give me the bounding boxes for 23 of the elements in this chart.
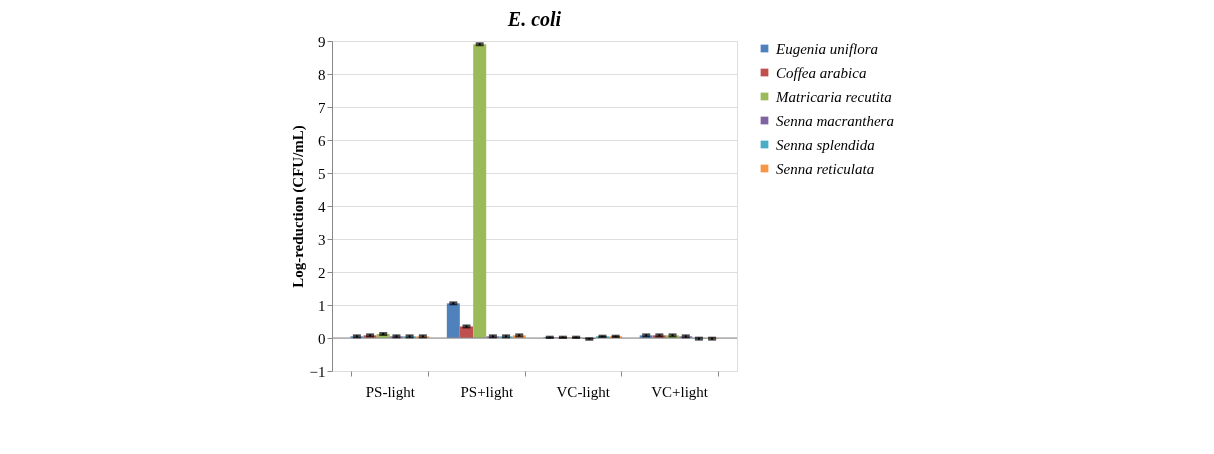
x-tick-label: VC-light (556, 383, 611, 400)
legend-label: Senna reticulata (776, 160, 875, 177)
x-tick-label: PS+light (460, 383, 514, 400)
y-tick-label: 0 (318, 330, 326, 347)
legend-label: Coffea arabica (776, 64, 867, 81)
y-axis-title: Log-reduction (CFU/mL) (289, 125, 307, 288)
y-tick-label: 6 (318, 132, 326, 149)
legend-label: Senna macranthera (776, 112, 894, 129)
y-tick-label: 7 (318, 99, 326, 116)
legend-label: Senna splendida (776, 136, 875, 153)
x-tick-label: VC+light (651, 383, 709, 400)
y-tick-label: 9 (318, 33, 326, 50)
legend-label: Eugenia uniflora (775, 40, 879, 57)
chart-title: E. coli (506, 8, 562, 30)
y-tick-label: 4 (318, 198, 326, 215)
y-tick-label: 1 (318, 297, 326, 314)
y-tick-label: 3 (318, 231, 326, 248)
y-tick-label: 2 (318, 264, 326, 281)
legend-label: Matricaria recutita (775, 88, 892, 105)
y-tick-label: 8 (318, 66, 326, 83)
x-tick-label: PS-light (365, 383, 416, 400)
y-tick-label: 5 (318, 165, 326, 182)
y-tick-label: −1 (309, 363, 326, 380)
